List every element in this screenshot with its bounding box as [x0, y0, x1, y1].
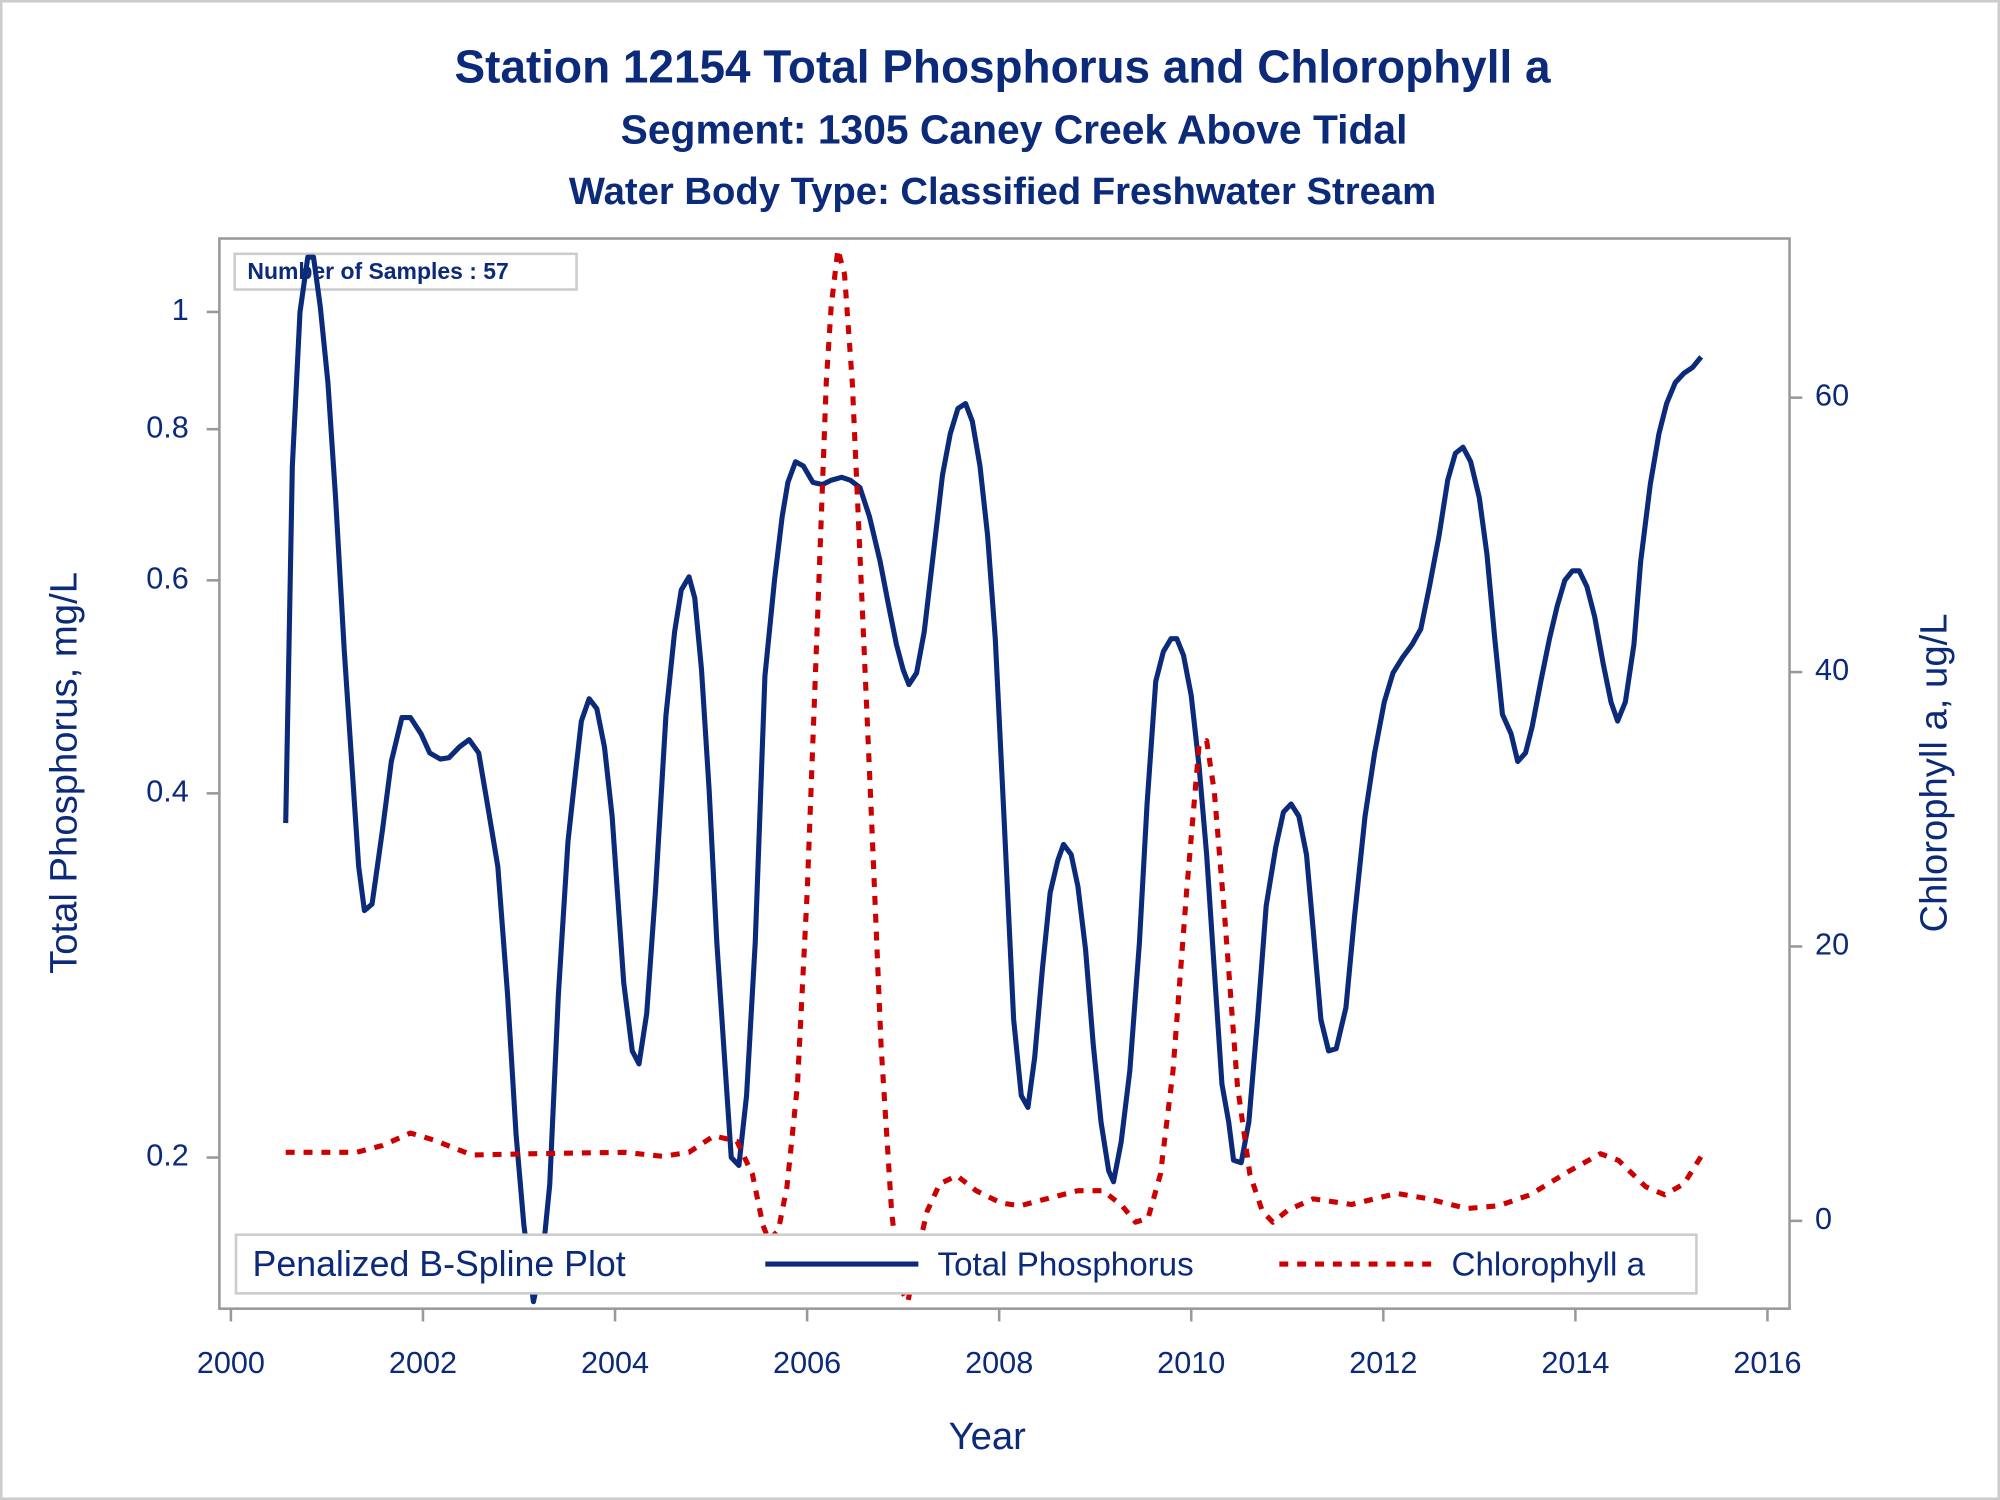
- y-tick-label: 0.2: [146, 1139, 189, 1173]
- y-tick-label: 0.8: [146, 410, 189, 444]
- legend-label: Total Phosphorus: [938, 1246, 1194, 1283]
- x-tick-label: 2016: [1733, 1346, 1801, 1380]
- y2-axis-label: Chlorophyll a, ug/L: [1912, 613, 1955, 932]
- y2-tick-label: 60: [1815, 379, 1849, 413]
- y2-tick-label: 0: [1815, 1202, 1832, 1236]
- annotation: Number of Samples : 57: [247, 258, 508, 284]
- x-tick-label: 2004: [581, 1346, 649, 1380]
- x-tick-label: 2008: [965, 1346, 1033, 1380]
- chart-subtitle: Water Body Type: Classified Freshwater S…: [569, 170, 1436, 213]
- chart-title: Station 12154 Total Phosphorus and Chlor…: [455, 40, 1551, 92]
- y-axis-label: Total Phosphorus, mg/L: [42, 572, 85, 974]
- y-tick-label: 1: [172, 293, 189, 327]
- series-line: [285, 246, 1704, 1305]
- x-tick-label: 2006: [773, 1346, 841, 1380]
- plot-area: [283, 246, 1704, 1305]
- legend-box: [234, 1233, 1698, 1295]
- legend-label: Chlorophyll a: [1452, 1246, 1646, 1283]
- plot-frame: [218, 237, 1791, 1310]
- x-tick-label: 2002: [389, 1346, 457, 1380]
- x-axis-label: Year: [949, 1415, 1027, 1458]
- x-tick-label: 2012: [1349, 1346, 1417, 1380]
- annotation-box: [233, 252, 578, 291]
- x-tick-label: 2010: [1157, 1346, 1225, 1380]
- y2-tick-label: 40: [1815, 653, 1849, 687]
- y-tick-label: 0.4: [146, 774, 189, 808]
- y2-tick-label: 20: [1815, 928, 1849, 962]
- x-tick-label: 2000: [197, 1346, 265, 1380]
- x-tick-label: 2014: [1541, 1346, 1609, 1380]
- chart-subtitle: Segment: 1305 Caney Creek Above Tidal: [621, 106, 1408, 152]
- series-line: [283, 254, 1704, 1305]
- y-tick-label: 0.6: [146, 561, 189, 595]
- legend-title: Penalized B-Spline Plot: [253, 1244, 626, 1284]
